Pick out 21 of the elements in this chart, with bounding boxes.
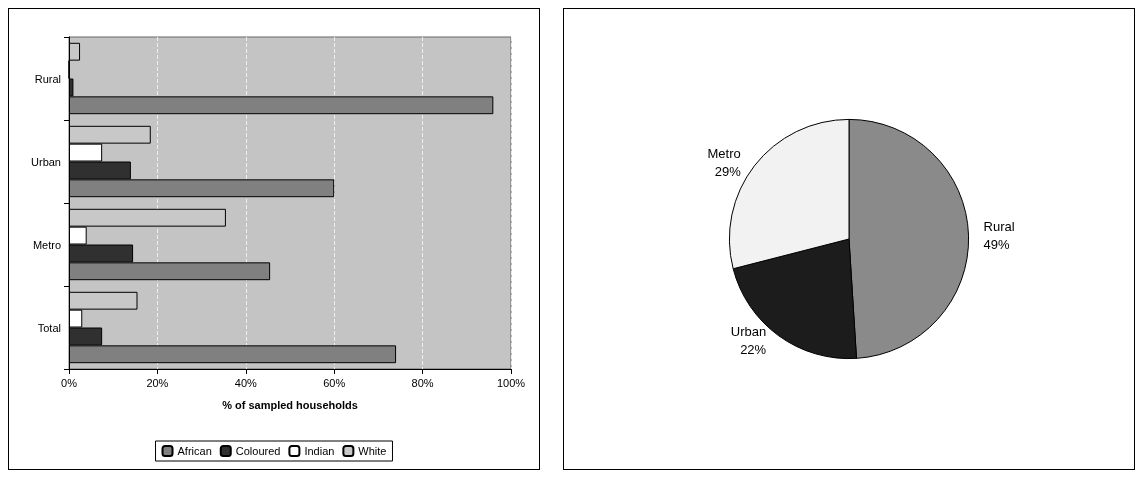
x-tick-label: 20% [146, 376, 169, 389]
legend-label: Indian [304, 445, 335, 457]
slice-label: Rural [983, 218, 1015, 234]
slice-label: Metro [707, 145, 741, 161]
y-tick-label: Rural [34, 72, 61, 85]
legend-label: African [177, 445, 212, 457]
y-tick-label: Total [37, 321, 61, 334]
legend-label: White [358, 445, 387, 457]
data-label: 22% [740, 342, 767, 358]
data-label: 49% [983, 236, 1010, 252]
legend-label: Coloured [235, 445, 281, 457]
x-tick-label: 100% [496, 376, 526, 389]
x-tick-label: 40% [234, 376, 258, 389]
y-tick-label: Urban [31, 155, 61, 168]
slice-label: Urban [730, 324, 767, 340]
x-axis-title: % of sampled households [222, 398, 358, 411]
x-tick-label: 0% [61, 376, 78, 389]
x-tick-label: 80% [411, 376, 434, 389]
x-tick-label: 60% [323, 376, 346, 389]
y-tick-label: Metro [32, 238, 61, 251]
data-label: 29% [714, 163, 742, 179]
